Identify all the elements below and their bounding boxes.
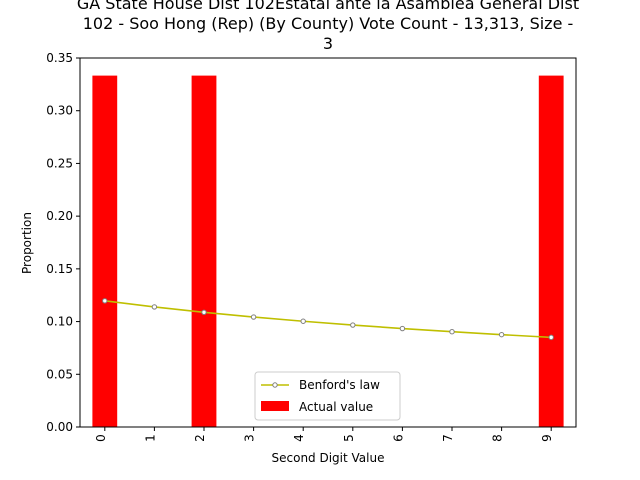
x-tick-label: 8	[491, 434, 505, 442]
benford-point-6	[399, 325, 406, 332]
x-tick-label: 3	[243, 434, 257, 442]
benford-line-series	[102, 298, 554, 341]
y-axis-ticks: 0.00 0.05 0.10 0.15 0.20 0.25 0.30 0.35	[46, 51, 80, 434]
legend-box	[254, 371, 401, 421]
benford-point-8	[498, 331, 505, 338]
chart-title: GA State House Dist 102Estatal ante la A…	[77, 0, 579, 53]
benford-line	[104, 300, 552, 339]
y-tick-label: 0.00	[46, 420, 73, 434]
plot-frame	[79, 57, 577, 428]
bar-9	[538, 75, 564, 428]
x-tick-label: 5	[342, 434, 356, 442]
y-tick-label: 0.10	[46, 315, 73, 329]
benford-point-0	[102, 298, 108, 304]
axes	[79, 57, 577, 428]
bar-0	[92, 75, 118, 428]
benford-point-3	[250, 314, 257, 320]
benford-point-5	[350, 322, 356, 328]
x-tick-label: 9	[540, 434, 554, 442]
y-tick-label: 0.15	[46, 262, 73, 276]
y-tick-label: 0.20	[46, 209, 73, 223]
bar-2	[191, 75, 217, 428]
benford-point-2	[201, 309, 207, 315]
legend-marker	[272, 382, 278, 388]
x-tick-label: 6	[391, 434, 405, 442]
x-axis-label: Second Digit Value	[272, 451, 385, 465]
x-tick-label: 2	[193, 434, 207, 442]
x-tick-label: 0	[94, 434, 108, 442]
benford-point-7	[449, 328, 455, 335]
bar-series	[92, 75, 564, 428]
x-tick-label: 4	[292, 434, 306, 442]
title-line-1: GA State House Dist 102Estatal ante la A…	[77, 0, 579, 13]
benford-point-4	[300, 318, 306, 324]
x-axis-ticks: 0 1 2 3 4 5 6 7 8 9	[94, 427, 554, 442]
title-line-2: 102 - Soo Hong (Rep) (By County) Vote Co…	[83, 14, 574, 33]
x-tick-label: 7	[441, 434, 455, 442]
legend-label-benford: Benford's law	[299, 378, 380, 392]
y-tick-label: 0.25	[46, 156, 73, 170]
x-tick-label: 1	[143, 434, 157, 442]
benford-point-9	[548, 334, 554, 341]
y-tick-label: 0.05	[46, 367, 73, 381]
y-tick-label: 0.30	[46, 104, 73, 118]
title-line-3: 3	[323, 34, 333, 53]
y-tick-label: 0.35	[46, 51, 73, 65]
legend-label-actual: Actual value	[299, 400, 373, 414]
y-axis-label: Proportion	[20, 212, 34, 274]
benford-point-1	[151, 304, 158, 310]
legend: Benford's law Actual value	[254, 371, 401, 421]
legend-bar-swatch	[261, 401, 289, 411]
